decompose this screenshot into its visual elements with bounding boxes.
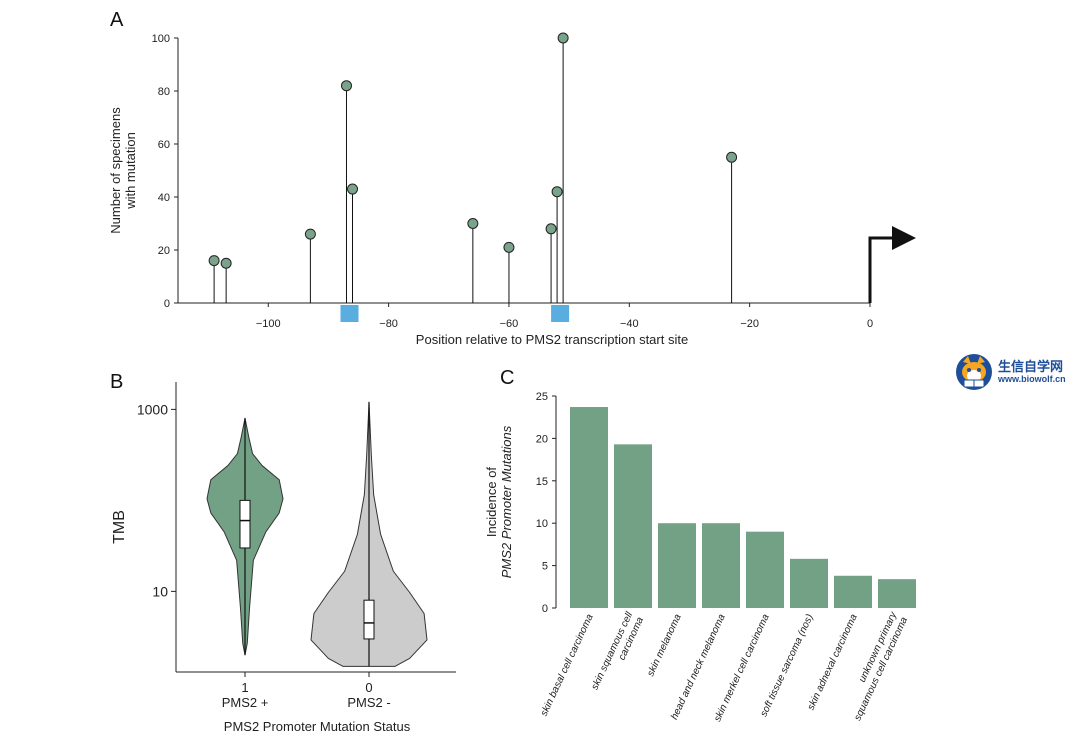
tss-arrowhead-icon (892, 226, 916, 250)
category-label: skin melanoma (645, 612, 684, 678)
bar (790, 558, 828, 608)
y-tick-label: 0 (164, 298, 170, 310)
category-label: skin adnexal carcinoma (806, 612, 860, 712)
y-axis-title-line1: Incidence of (484, 467, 499, 537)
highlight-region (551, 305, 570, 322)
y-tick-label: 40 (158, 192, 170, 204)
y-axis-title: TMB (111, 510, 128, 544)
lollipop-chart: 0 20 40 60 80 100 −100 −80 −60 −40 −20 0 Number of… (108, 32, 916, 347)
group-label: PMS2 - (347, 695, 390, 710)
lollipop-point (304, 228, 316, 240)
violin-box (239, 499, 251, 549)
bar (658, 523, 696, 608)
panel-label-c: C (500, 367, 514, 389)
x-tick-label: −60 (500, 318, 519, 330)
y-tick-label: 15 (536, 476, 548, 488)
y-tick-label: 100 (152, 33, 170, 45)
violin-box (363, 599, 375, 640)
bar (878, 579, 916, 608)
watermark-url: www.biowolf.cn (998, 374, 1066, 384)
watermark-title: 生信自学网 (998, 359, 1064, 374)
lollipop-point (208, 255, 220, 267)
wolf-logo-icon (956, 354, 992, 390)
highlight-region (340, 305, 359, 322)
y-axis-title-line2: PMS2 Promoter Mutations (499, 425, 514, 578)
lollipop-point (347, 183, 359, 195)
panel-label-b: B (110, 371, 123, 393)
x-tick-label: −20 (740, 318, 759, 330)
lollipop-point (545, 223, 557, 235)
x-tick-label: 0 (867, 318, 873, 330)
y-tick-label: 20 (536, 433, 548, 445)
y-axis-title-line1: Number of specimens (108, 107, 123, 234)
x-tick-label: 0 (365, 680, 372, 695)
y-tick-label: 20 (158, 245, 170, 257)
y-tick-label: 10 (536, 518, 548, 530)
y-tick-label: 60 (158, 139, 170, 151)
watermark-logo: 生信自学网 www.biowolf.cn (954, 352, 1078, 392)
lollipop-point (557, 32, 569, 44)
bar (702, 523, 740, 608)
bar (834, 575, 872, 608)
y-tick-label: 1000 (137, 401, 168, 417)
lollipop-point (551, 186, 563, 198)
panel-label-a: A (110, 9, 124, 31)
x-axis-title: PMS2 Promoter Mutation Status (224, 719, 411, 734)
bar (614, 444, 652, 608)
x-tick-label: 1 (241, 680, 248, 695)
y-tick-label: 80 (158, 86, 170, 98)
y-axis-title-line2: with mutation (123, 132, 138, 210)
group-label: PMS2 + (222, 695, 269, 710)
category-label: skin squamous cellcarcinoma (590, 610, 647, 697)
y-tick-label: 0 (542, 603, 548, 615)
x-axis-title: Position relative to PMS2 transcription … (416, 332, 688, 347)
bar (746, 531, 784, 608)
y-tick-label: 25 (536, 391, 548, 403)
bar (570, 407, 608, 608)
lollipop-point (220, 257, 232, 269)
category-label: skin basal cell carcinoma (539, 612, 596, 718)
lollipop-point (503, 241, 515, 253)
lollipop-point (467, 218, 479, 229)
y-tick-label: 10 (152, 583, 168, 599)
x-tick-label: −40 (620, 318, 639, 330)
y-tick-label: 5 (542, 561, 548, 573)
x-tick-label: −80 (379, 318, 398, 330)
x-tick-label: −100 (256, 318, 281, 330)
lollipop-point (726, 151, 738, 163)
lollipop-point (340, 80, 352, 92)
tss-arrow-icon (868, 236, 894, 303)
